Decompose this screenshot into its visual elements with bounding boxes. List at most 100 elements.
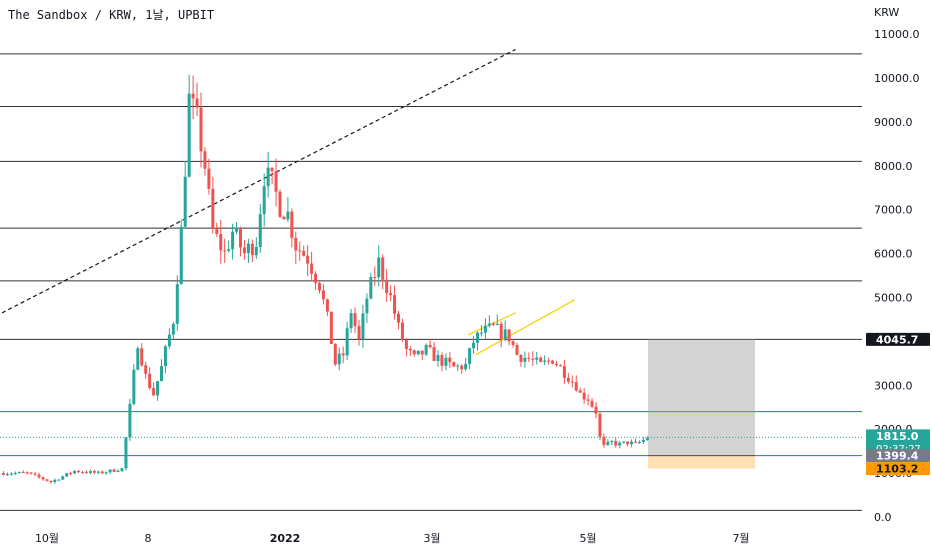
candle — [53, 478, 57, 484]
currency-label: KRW — [874, 6, 899, 19]
candle — [479, 325, 483, 337]
candle — [325, 298, 329, 316]
candle-body — [479, 332, 483, 334]
candle-body — [136, 348, 140, 370]
candle-body — [239, 229, 242, 248]
candle-body — [400, 322, 404, 341]
candle-body — [397, 313, 400, 323]
candle-body — [77, 470, 81, 473]
candle-body — [242, 247, 246, 254]
candle — [108, 469, 112, 475]
candle — [132, 364, 136, 406]
candle-body — [515, 344, 519, 355]
candle-body — [574, 381, 578, 391]
candle — [452, 361, 456, 367]
candle-body — [29, 472, 33, 474]
candle-body — [179, 226, 183, 285]
candle-body — [361, 313, 365, 340]
candle-body — [582, 392, 586, 400]
candle-body — [314, 273, 318, 283]
candle-body — [298, 250, 302, 252]
candle-body — [523, 357, 527, 362]
y-tick-label: 11000.0 — [874, 28, 920, 41]
candle-body — [412, 350, 416, 355]
candle — [199, 92, 203, 168]
candle-body — [626, 441, 630, 445]
candle — [140, 343, 144, 368]
candle — [219, 220, 223, 264]
candle-body — [321, 290, 325, 300]
candle — [156, 381, 160, 401]
candle-body — [645, 438, 649, 440]
candle-body — [349, 313, 353, 329]
candle-body — [369, 277, 373, 299]
candle — [144, 361, 148, 379]
candle — [523, 351, 527, 368]
candle — [310, 251, 314, 280]
candle-body — [5, 474, 9, 476]
candle-body — [353, 313, 357, 327]
candle-body — [183, 176, 187, 227]
candle — [203, 147, 207, 176]
candle-body — [543, 360, 547, 362]
candle — [353, 307, 357, 334]
candle-body — [290, 211, 294, 238]
candle-body — [81, 472, 84, 474]
candle — [393, 285, 397, 320]
candle-body — [258, 214, 262, 248]
candle — [574, 375, 578, 392]
candle — [262, 173, 266, 227]
candle — [81, 470, 84, 474]
candle — [361, 304, 365, 348]
candle — [602, 433, 606, 448]
profit-zone — [648, 339, 755, 456]
candle-body — [266, 167, 270, 187]
candle — [594, 401, 598, 419]
candle — [246, 238, 250, 264]
price-label: 1399.4 — [866, 449, 930, 463]
x-tick-label: 3월 — [423, 532, 440, 545]
candle-body — [602, 436, 606, 445]
candle-body — [448, 357, 452, 363]
candle — [148, 367, 152, 390]
candle — [598, 411, 602, 441]
candle — [37, 472, 41, 480]
candle — [183, 161, 187, 229]
candle-body — [503, 329, 507, 339]
candle — [187, 74, 191, 178]
candle-body — [337, 353, 341, 365]
candle-body — [562, 366, 566, 378]
candle-body — [547, 360, 551, 362]
candle — [558, 364, 562, 367]
candle — [404, 338, 408, 357]
x-axis[interactable]: 10월 8 2022 3월 5월 7월 — [35, 532, 750, 545]
candle — [507, 329, 511, 346]
candle — [100, 470, 104, 475]
candle-body — [294, 237, 298, 251]
candle-body — [472, 342, 476, 349]
candle-body — [175, 284, 179, 324]
candle-body — [152, 388, 156, 396]
candle-body — [163, 346, 167, 367]
candle-body — [144, 365, 148, 374]
candle — [448, 352, 452, 368]
candle-body — [551, 360, 555, 364]
candle — [116, 468, 120, 473]
candle — [84, 470, 88, 474]
candle-body — [381, 257, 385, 280]
y-axis[interactable]: 0.01000.02000.03000.04000.05000.06000.07… — [874, 28, 920, 524]
y-tick-label: 6000.0 — [874, 248, 913, 261]
candle-body — [408, 348, 412, 351]
candle — [408, 346, 412, 357]
candle-body — [17, 471, 21, 473]
candle-body — [610, 441, 614, 443]
x-tick-label: 5월 — [579, 532, 596, 545]
candle-body — [345, 328, 349, 356]
position-box[interactable] — [648, 339, 755, 469]
x-tick-label: 7월 — [732, 532, 749, 545]
candle — [412, 349, 416, 357]
candle-body — [88, 471, 92, 473]
